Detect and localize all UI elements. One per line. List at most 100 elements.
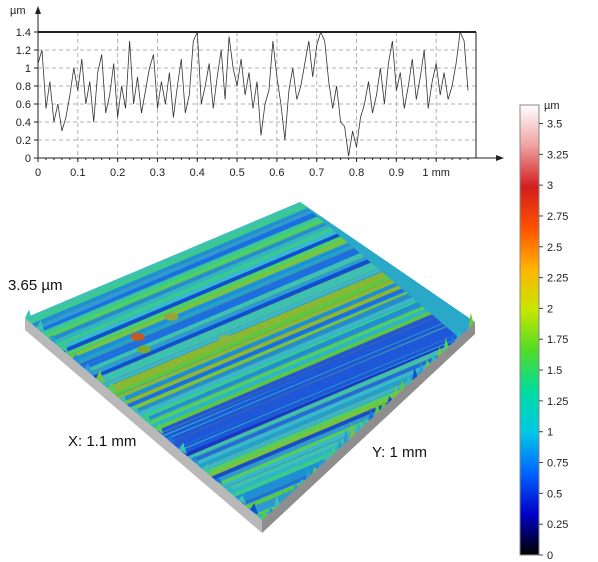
surface-edge-peak bbox=[25, 309, 33, 323]
profile-x-tick-label: 0 bbox=[35, 167, 41, 179]
surface-edge-peak bbox=[250, 502, 259, 515]
surface-band bbox=[109, 274, 389, 394]
colorbar-tick-label: 2.75 bbox=[547, 211, 568, 223]
profile-axes bbox=[35, 6, 504, 161]
surface-ridge bbox=[136, 296, 412, 414]
surface-edge-peak bbox=[449, 334, 455, 346]
surface-ridge bbox=[187, 340, 463, 457]
surface-edge-peak bbox=[143, 414, 152, 424]
colorbar-tick-label: 3.25 bbox=[547, 149, 568, 161]
surface-edge-peak bbox=[330, 445, 336, 456]
colorbar-tick-label: 1.25 bbox=[547, 396, 568, 408]
surface-edge-peak bbox=[312, 467, 318, 474]
surface-band bbox=[92, 259, 372, 379]
surface-edge-peak bbox=[155, 422, 164, 435]
profile-y-arrow bbox=[35, 6, 41, 14]
surface-band bbox=[106, 272, 385, 392]
surface-edge-peak bbox=[381, 399, 387, 410]
surface-edge-peak bbox=[393, 385, 399, 398]
profile-y-tick-label: 0.8 bbox=[16, 81, 31, 93]
surface-band bbox=[41, 216, 321, 336]
surface-band bbox=[113, 276, 392, 396]
surface-band bbox=[194, 346, 473, 466]
colorbar-tick-label: 2.25 bbox=[547, 273, 568, 285]
surface-z-label: 3.65 µm bbox=[8, 277, 63, 294]
profile-x-tick-label: 0.9 bbox=[389, 167, 404, 179]
surface-band bbox=[177, 330, 456, 450]
profile-y-ticks: 0 0.2 0.4 0.6 0.8 1 1.2 1.4 bbox=[16, 27, 38, 165]
surface-edge-peak bbox=[238, 494, 247, 505]
surface-band bbox=[170, 326, 449, 446]
surface-band bbox=[116, 279, 395, 399]
surface-band bbox=[102, 267, 382, 387]
surface-band bbox=[126, 288, 405, 408]
surface-edge-peak bbox=[60, 343, 69, 354]
surface-band bbox=[58, 230, 338, 350]
surface-x-label: X: 1.1 mm bbox=[68, 433, 136, 450]
colorbar-tick-label: 0.5 bbox=[547, 488, 562, 500]
surface-edge-peak bbox=[214, 476, 223, 485]
surface-edge-peak bbox=[462, 326, 468, 334]
surface-band bbox=[163, 319, 443, 439]
profile-x-tick-label: 0.5 bbox=[229, 167, 244, 179]
colorbar-tick-label: 0.75 bbox=[547, 458, 568, 470]
profile-x-tick-label: 0.4 bbox=[190, 167, 205, 179]
surface-band bbox=[28, 204, 307, 324]
surface-band bbox=[69, 239, 348, 359]
surface-peak bbox=[164, 312, 179, 321]
surface-ridge bbox=[116, 279, 392, 397]
profile-y-tick-label: 0.4 bbox=[16, 117, 31, 129]
surface-band bbox=[153, 311, 433, 431]
surface-band bbox=[55, 227, 334, 347]
surface-ridge bbox=[194, 345, 470, 463]
colorbar-tick-label: 1.75 bbox=[547, 334, 568, 346]
surface-band bbox=[48, 223, 328, 342]
surface-band bbox=[157, 314, 436, 434]
surface-edge-peak bbox=[84, 363, 93, 374]
colorbar-tick-label: 3.5 bbox=[547, 118, 562, 130]
surface-peak bbox=[219, 334, 234, 343]
colorbar-tick-label: 1 bbox=[547, 427, 553, 439]
surface-ridge bbox=[146, 305, 423, 423]
profile-grid bbox=[38, 31, 476, 158]
surface-edge-peak bbox=[468, 312, 474, 328]
surface-edge-peak bbox=[262, 508, 267, 520]
surface-edge-peak bbox=[119, 395, 128, 404]
surface-peak bbox=[136, 345, 151, 354]
surface-edge-peak bbox=[355, 422, 361, 433]
profile-x-tick-label: 0.6 bbox=[269, 167, 284, 179]
surface-band bbox=[150, 308, 429, 428]
surface-edge-peak bbox=[179, 442, 188, 455]
surface-band bbox=[99, 265, 378, 384]
surface-edge-peak bbox=[368, 407, 374, 421]
surface-edge-peak bbox=[226, 486, 235, 495]
surface-band bbox=[45, 219, 324, 339]
profile-line bbox=[37, 30, 469, 157]
surface-ridge bbox=[156, 314, 433, 431]
surface-ridge bbox=[35, 210, 311, 328]
surface-band bbox=[136, 297, 416, 417]
colorbar-tick-label: 3 bbox=[547, 180, 553, 192]
surface-edge-peak bbox=[274, 494, 280, 509]
profile-x-tick-label: 0.2 bbox=[110, 167, 125, 179]
surface-edge-peak bbox=[268, 507, 274, 515]
profile-plot-area bbox=[38, 32, 476, 158]
colorbar-ticks: 3.5 3.25 3 2.75 2.5 2.25 2 1.75 1.5 1.25 1 0.75 0.5 0… bbox=[539, 118, 568, 562]
surface-edge-peak bbox=[412, 367, 418, 381]
surface-band bbox=[85, 253, 365, 373]
surface-edge-peak bbox=[424, 359, 430, 369]
surface-edge-peak bbox=[72, 353, 81, 364]
surface-band bbox=[133, 293, 412, 413]
surface-edge-peak bbox=[36, 319, 45, 334]
surface-edge-peak bbox=[280, 490, 286, 503]
profile-y-tick-label: 1.2 bbox=[16, 45, 31, 57]
profile-y-tick-label: 0.6 bbox=[16, 99, 31, 111]
surface-band bbox=[160, 316, 439, 436]
surface-ridge bbox=[79, 247, 355, 365]
surface-band bbox=[52, 224, 331, 344]
surface-ridge bbox=[133, 293, 409, 411]
profile-y-tick-label: 1 bbox=[25, 63, 31, 75]
surface-band bbox=[140, 300, 419, 420]
surface-edge-peak bbox=[406, 374, 412, 387]
surface-band bbox=[180, 334, 460, 454]
